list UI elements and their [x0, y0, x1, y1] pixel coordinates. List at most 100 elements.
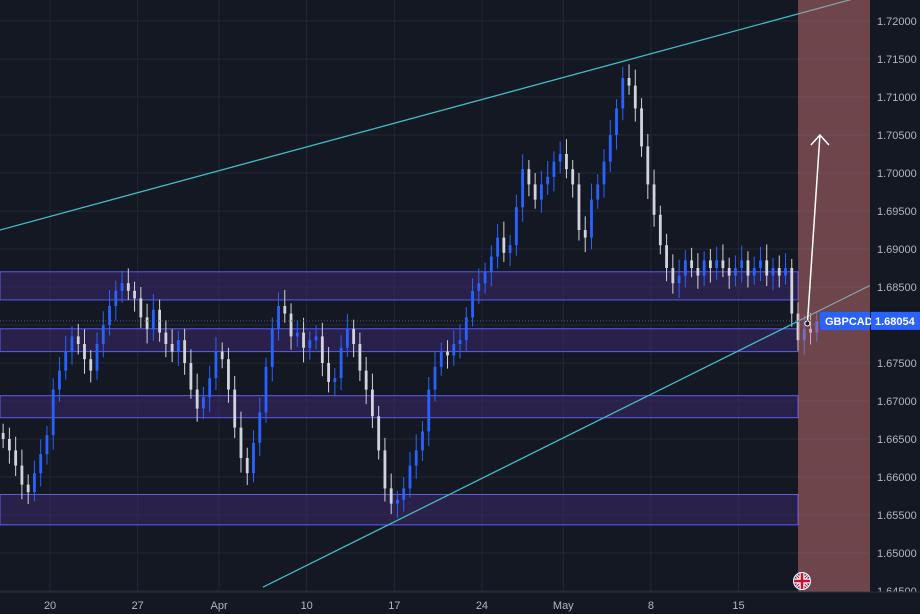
- candle-body: [471, 290, 474, 318]
- candle: [414, 434, 418, 479]
- uk-flag-icon[interactable]: [793, 572, 811, 590]
- candle: [189, 349, 193, 399]
- candle-body: [76, 336, 80, 344]
- candle: [20, 449, 24, 500]
- candle: [784, 253, 787, 285]
- candle: [333, 367, 337, 397]
- candle: [477, 268, 481, 305]
- price-tick-label: 1.67000: [877, 396, 917, 408]
- candle-body: [358, 344, 362, 371]
- candle-body: [289, 313, 293, 337]
- trendlines: [0, 0, 871, 588]
- candle-body: [715, 260, 719, 268]
- candle-body: [583, 230, 587, 238]
- candle-body: [627, 78, 631, 86]
- candle-body: [489, 256, 493, 272]
- candle-body: [396, 499, 399, 504]
- candle-body: [677, 275, 681, 284]
- candle: [352, 319, 356, 358]
- zone: [0, 493, 799, 526]
- candle: [752, 256, 756, 285]
- candle: [683, 250, 687, 288]
- candle-body: [702, 260, 706, 276]
- time-tick-label: 17: [388, 600, 400, 612]
- candle-body: [477, 283, 481, 291]
- candle: [708, 249, 712, 283]
- candle-body: [377, 416, 381, 451]
- time-axis[interactable]: 20 27 Apr 10 17 24 May 8 15: [0, 591, 920, 614]
- candle-body: [7, 439, 11, 451]
- candle: [377, 405, 381, 460]
- candle-body: [646, 146, 650, 185]
- candle-body: [58, 370, 61, 390]
- time-tick-label: May: [553, 600, 574, 612]
- candle: [302, 317, 305, 363]
- candle-body: [70, 336, 74, 352]
- price-axis[interactable]: 1.72000 1.71500 1.71000 1.70500 1.70000 1.695…: [870, 0, 920, 614]
- candle: [521, 154, 525, 222]
- candle-body: [558, 154, 562, 162]
- candle: [389, 473, 393, 515]
- candle-body: [252, 442, 255, 474]
- trendline: [262, 284, 871, 588]
- candle-body: [176, 340, 180, 352]
- candle: [58, 356, 61, 402]
- price-tag: GBPCAD 1.68054: [820, 311, 920, 330]
- candle: [164, 320, 168, 358]
- candles: [1, 64, 819, 519]
- candle: [252, 430, 255, 483]
- candle-body: [64, 351, 68, 371]
- candle-body: [602, 161, 606, 185]
- candle: [239, 411, 243, 473]
- price-tick-label: 1.65000: [877, 548, 917, 560]
- candle: [514, 194, 518, 256]
- candle-body: [345, 328, 349, 348]
- candle: [633, 69, 637, 122]
- support-resistance-zones: [0, 271, 799, 526]
- time-tick-label: 27: [132, 600, 144, 612]
- candle: [1, 423, 5, 449]
- candle-body: [571, 169, 575, 185]
- candle-body: [740, 260, 744, 268]
- candle: [646, 133, 650, 199]
- candle: [608, 120, 612, 173]
- arrow-head: [810, 133, 830, 146]
- candle: [220, 342, 224, 369]
- candle: [658, 205, 662, 255]
- candle-body: [802, 328, 806, 341]
- candle-body: [771, 268, 775, 276]
- candle-body: [214, 351, 218, 379]
- candle: [577, 173, 581, 241]
- candle-body: [734, 268, 737, 276]
- candle-body: [302, 332, 305, 348]
- candle-body: [145, 317, 149, 329]
- candle: [721, 244, 725, 278]
- candle: [145, 303, 149, 344]
- candle-body: [658, 214, 662, 246]
- candle: [508, 234, 512, 267]
- candle-body: [83, 344, 86, 360]
- candle: [539, 170, 543, 213]
- price-tick-label: 1.71000: [877, 92, 917, 104]
- candle: [233, 375, 237, 439]
- time-tick-label: Apr: [211, 600, 228, 612]
- candle-body: [483, 271, 487, 284]
- candle-body: [721, 260, 725, 268]
- candle: [358, 332, 362, 382]
- candle: [777, 255, 781, 288]
- trendline: [0, 0, 852, 231]
- price-axis-background: [870, 0, 920, 614]
- candle-body: [577, 184, 581, 230]
- candle-body: [446, 351, 449, 356]
- candle: [665, 233, 668, 282]
- candle: [571, 160, 575, 198]
- candle: [264, 357, 268, 423]
- candle-body: [120, 283, 124, 291]
- candle: [596, 174, 600, 209]
- candle-body: [621, 78, 625, 109]
- candle: [427, 377, 431, 446]
- candle-body: [696, 268, 700, 276]
- candle: [7, 427, 11, 464]
- time-tick-label: 24: [476, 600, 488, 612]
